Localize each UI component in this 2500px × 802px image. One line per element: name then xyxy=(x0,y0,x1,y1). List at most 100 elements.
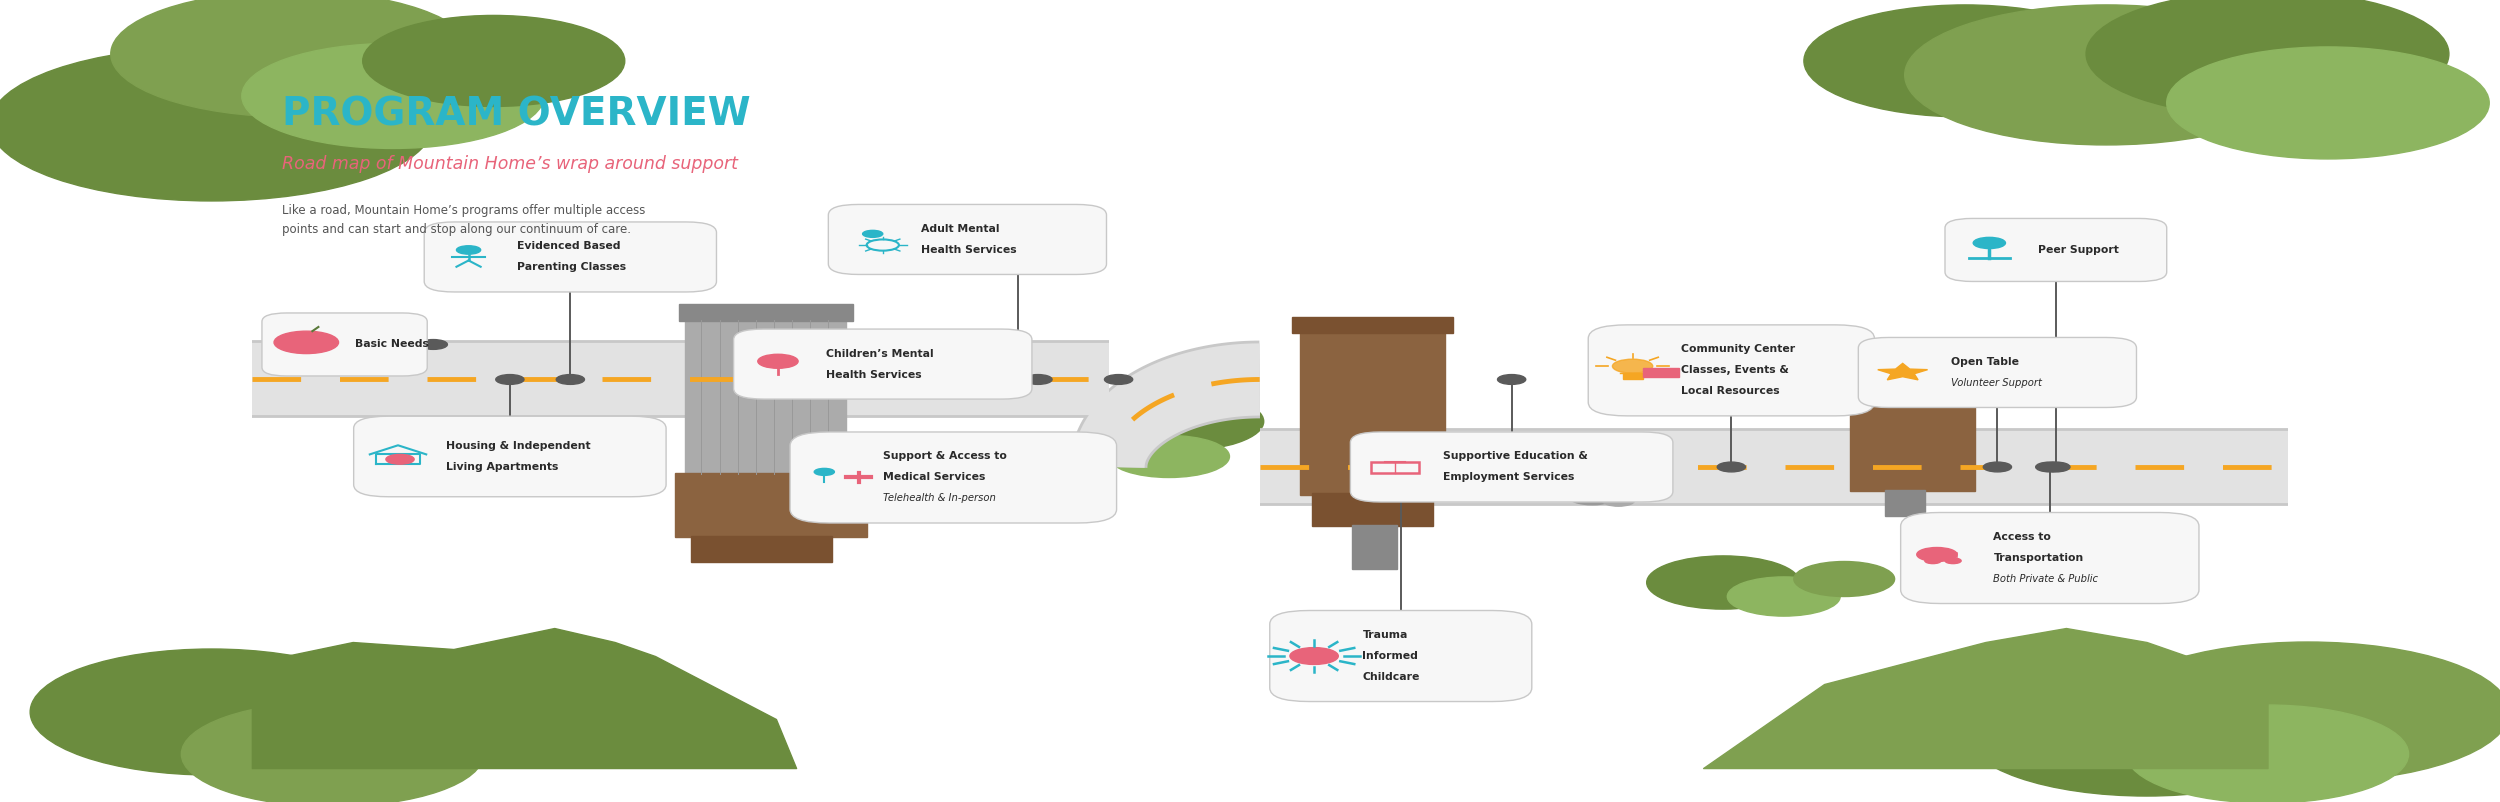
Text: Local Resources: Local Resources xyxy=(1680,387,1780,396)
Text: Adult Mental: Adult Mental xyxy=(920,224,1000,234)
Circle shape xyxy=(1568,488,1618,504)
Circle shape xyxy=(2042,462,2070,472)
Circle shape xyxy=(385,455,415,464)
Text: Parenting Classes: Parenting Classes xyxy=(518,262,625,273)
Text: Housing & Independent: Housing & Independent xyxy=(448,441,590,451)
Bar xyxy=(1312,493,1432,526)
Circle shape xyxy=(2105,642,2500,782)
Text: Telehealth & In-person: Telehealth & In-person xyxy=(882,493,995,504)
FancyBboxPatch shape xyxy=(425,222,718,292)
Bar xyxy=(1292,317,1452,333)
FancyBboxPatch shape xyxy=(352,416,665,496)
Circle shape xyxy=(1602,495,1635,506)
Text: Health Services: Health Services xyxy=(828,370,922,379)
Text: Both Private & Public: Both Private & Public xyxy=(1992,574,2098,584)
Text: Community Center: Community Center xyxy=(1680,344,1795,354)
Circle shape xyxy=(2168,47,2490,159)
Circle shape xyxy=(1628,490,1658,500)
FancyBboxPatch shape xyxy=(790,432,1118,523)
Circle shape xyxy=(1388,462,1415,472)
Bar xyxy=(680,304,852,322)
Circle shape xyxy=(1965,670,2328,796)
Circle shape xyxy=(1108,435,1230,477)
Circle shape xyxy=(242,43,545,148)
Text: Childcare: Childcare xyxy=(1362,672,1420,682)
Circle shape xyxy=(1805,5,2128,117)
Bar xyxy=(1622,373,1642,379)
Text: Supportive Education &: Supportive Education & xyxy=(1442,452,1588,461)
Circle shape xyxy=(1498,375,1525,384)
Text: Informed: Informed xyxy=(1362,651,1417,661)
FancyBboxPatch shape xyxy=(1945,218,2168,282)
Circle shape xyxy=(815,468,835,476)
Circle shape xyxy=(458,245,480,254)
Bar xyxy=(675,472,867,537)
Circle shape xyxy=(2128,705,2408,802)
Circle shape xyxy=(1612,359,1652,373)
Bar xyxy=(1842,352,1982,367)
Circle shape xyxy=(420,339,447,350)
Circle shape xyxy=(1945,558,1960,564)
Text: Volunteer Support: Volunteer Support xyxy=(1950,378,2042,388)
Text: Support & Access to: Support & Access to xyxy=(882,452,1008,461)
Text: Evidenced Based: Evidenced Based xyxy=(518,241,620,252)
Polygon shape xyxy=(1878,363,1928,380)
Bar xyxy=(685,320,848,474)
FancyBboxPatch shape xyxy=(1350,432,1672,502)
Circle shape xyxy=(182,702,482,802)
Circle shape xyxy=(1795,561,1895,597)
Circle shape xyxy=(275,331,338,354)
Text: Like a road, Mountain Home’s programs offer multiple access
points and can start: Like a road, Mountain Home’s programs of… xyxy=(282,205,645,237)
Text: Basic Needs: Basic Needs xyxy=(355,339,428,350)
FancyBboxPatch shape xyxy=(1270,610,1532,702)
Circle shape xyxy=(30,649,392,775)
Circle shape xyxy=(1095,392,1262,451)
FancyBboxPatch shape xyxy=(1858,338,2138,407)
Bar xyxy=(1850,366,1975,492)
FancyBboxPatch shape xyxy=(732,329,1032,399)
Circle shape xyxy=(2085,0,2450,117)
Circle shape xyxy=(1972,237,2005,249)
Circle shape xyxy=(1025,375,1052,384)
Circle shape xyxy=(1648,556,1800,609)
Circle shape xyxy=(1003,375,1032,384)
Circle shape xyxy=(1727,577,1840,616)
Circle shape xyxy=(555,375,585,384)
Bar xyxy=(1300,330,1445,495)
Circle shape xyxy=(362,15,625,107)
Text: Peer Support: Peer Support xyxy=(2037,245,2118,255)
Circle shape xyxy=(1918,548,1958,561)
Bar xyxy=(1370,462,1420,473)
Circle shape xyxy=(1925,558,1940,564)
FancyBboxPatch shape xyxy=(1900,512,2200,604)
Circle shape xyxy=(110,0,473,117)
Circle shape xyxy=(1905,5,2308,145)
Circle shape xyxy=(2035,462,2065,472)
Circle shape xyxy=(758,354,798,368)
Circle shape xyxy=(1982,462,2012,472)
Bar xyxy=(1642,367,1680,378)
Circle shape xyxy=(495,375,525,384)
Circle shape xyxy=(1105,375,1132,384)
Bar xyxy=(1352,525,1398,569)
Text: PROGRAM OVERVIEW: PROGRAM OVERVIEW xyxy=(282,96,750,134)
Text: Trauma: Trauma xyxy=(1362,630,1407,640)
Text: Access to: Access to xyxy=(1992,532,2050,542)
Text: Transportation: Transportation xyxy=(1992,553,2082,563)
FancyBboxPatch shape xyxy=(1588,325,1875,416)
FancyBboxPatch shape xyxy=(828,205,1108,274)
Circle shape xyxy=(1290,648,1338,664)
Text: Employment Services: Employment Services xyxy=(1442,472,1575,483)
Text: Classes, Events &: Classes, Events & xyxy=(1680,366,1790,375)
Bar xyxy=(693,537,833,561)
FancyBboxPatch shape xyxy=(262,313,428,376)
Text: Living Apartments: Living Apartments xyxy=(448,462,560,472)
Text: Health Services: Health Services xyxy=(920,245,1018,255)
Text: Medical Services: Medical Services xyxy=(882,472,985,483)
Text: Children’s Mental: Children’s Mental xyxy=(828,349,935,358)
Circle shape xyxy=(0,47,432,201)
Circle shape xyxy=(862,230,882,237)
Bar xyxy=(1885,490,1925,516)
Text: Road map of Mountain Home’s wrap around support: Road map of Mountain Home’s wrap around … xyxy=(282,156,738,173)
Text: Open Table: Open Table xyxy=(1950,357,2020,367)
